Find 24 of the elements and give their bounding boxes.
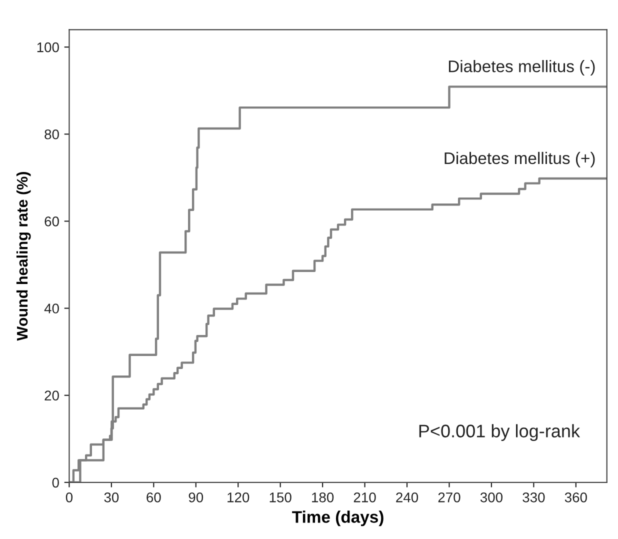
y-tick-label: 0 xyxy=(52,478,59,488)
x-tick-label: 150 xyxy=(270,492,292,502)
y-tick-label: 80 xyxy=(44,129,59,140)
series-label: Diabetes mellitus (-) xyxy=(448,60,595,76)
x-tick-label: 30 xyxy=(104,492,119,502)
x-tick-label: 0 xyxy=(66,492,73,502)
x-tick-label: 210 xyxy=(354,492,376,502)
y-tick-label: 20 xyxy=(44,390,59,401)
y-tick-label: 60 xyxy=(44,216,59,226)
x-tick-label: 300 xyxy=(480,492,503,502)
y-tick-label: 40 xyxy=(44,304,59,314)
x-tick-label: 90 xyxy=(188,492,204,502)
y-tick-label: 100 xyxy=(37,42,59,52)
x-tick-label: 60 xyxy=(146,492,161,502)
x-tick-label: 240 xyxy=(396,492,418,502)
annotation: P<0.001 by log-rank xyxy=(419,424,580,442)
x-tick-label: 270 xyxy=(438,492,460,502)
x-tick-label: 330 xyxy=(522,492,545,502)
series-label: Diabetes mellitus (+) xyxy=(444,152,595,168)
y-axis-title: Wound healing rate (%) xyxy=(16,172,31,341)
x-tick-label: 120 xyxy=(228,492,250,502)
x-axis-title: Time (days) xyxy=(292,510,384,526)
x-tick-label: 360 xyxy=(564,492,587,502)
x-tick-label: 180 xyxy=(312,492,334,502)
